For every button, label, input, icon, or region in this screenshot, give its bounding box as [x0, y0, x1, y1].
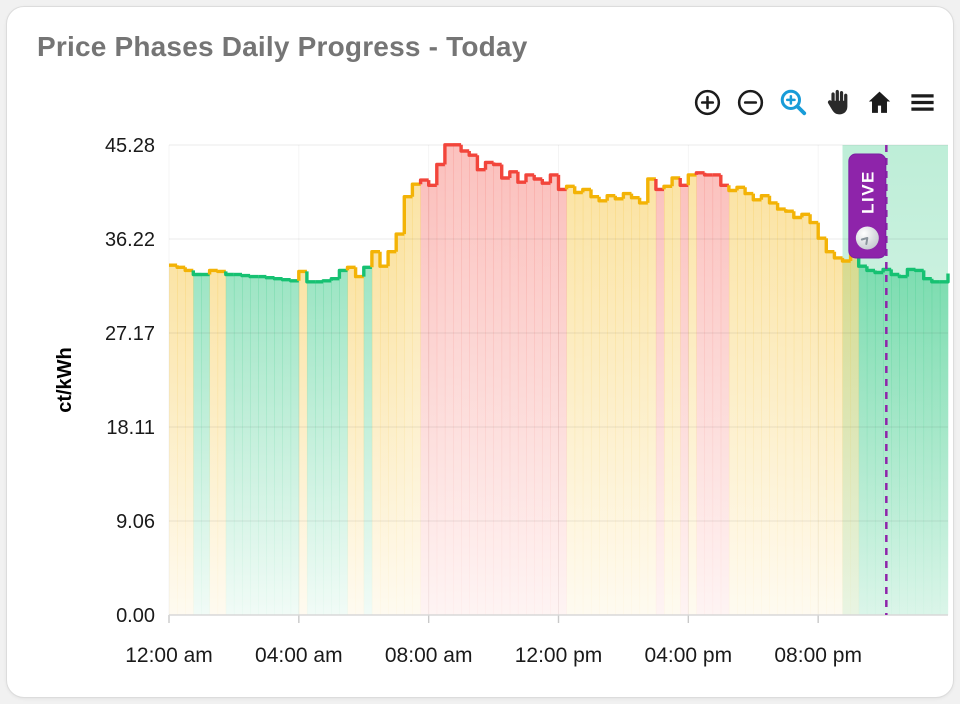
clock-icon: [855, 226, 879, 250]
y-axis-title: ct/kWh: [54, 347, 76, 413]
page-title: Price Phases Daily Progress - Today: [37, 31, 528, 62]
svg-text:18.11: 18.11: [106, 417, 155, 439]
price-chart[interactable]: 45.28 36.22 27.17 18.11 9.06 0.00 12:00 am 04:0…: [7, 117, 955, 692]
zoom-out-icon[interactable]: [735, 87, 765, 117]
svg-text:12:00 am: 12:00 am: [125, 644, 213, 667]
home-reset-icon[interactable]: [864, 87, 894, 117]
chart-toolbar: [692, 87, 937, 117]
svg-text:04:00 am: 04:00 am: [255, 644, 343, 667]
svg-text:12:00 pm: 12:00 pm: [515, 644, 603, 667]
svg-text:45.28: 45.28: [105, 135, 155, 157]
svg-text:04:00 pm: 04:00 pm: [645, 644, 733, 667]
svg-text:9.06: 9.06: [116, 511, 155, 533]
svg-text:36.22: 36.22: [105, 229, 155, 251]
chart-card: Price Phases Daily Progress - Today: [6, 6, 954, 698]
svg-text:08:00 am: 08:00 am: [385, 644, 473, 667]
live-badge[interactable]: LIVE: [848, 153, 887, 259]
pan-hand-icon[interactable]: [821, 87, 851, 117]
live-badge-label: LIVE: [858, 170, 877, 214]
phase-bands: [169, 144, 949, 616]
svg-text:0.00: 0.00: [116, 605, 155, 627]
box-zoom-icon[interactable]: [778, 87, 808, 117]
menu-icon[interactable]: [907, 87, 937, 117]
zoom-in-icon[interactable]: [692, 87, 722, 117]
svg-text:27.17: 27.17: [105, 323, 155, 345]
axis-labels: 45.28 36.22 27.17 18.11 9.06 0.00 12:00 am 04:0…: [54, 135, 862, 667]
svg-text:08:00 pm: 08:00 pm: [774, 644, 862, 667]
